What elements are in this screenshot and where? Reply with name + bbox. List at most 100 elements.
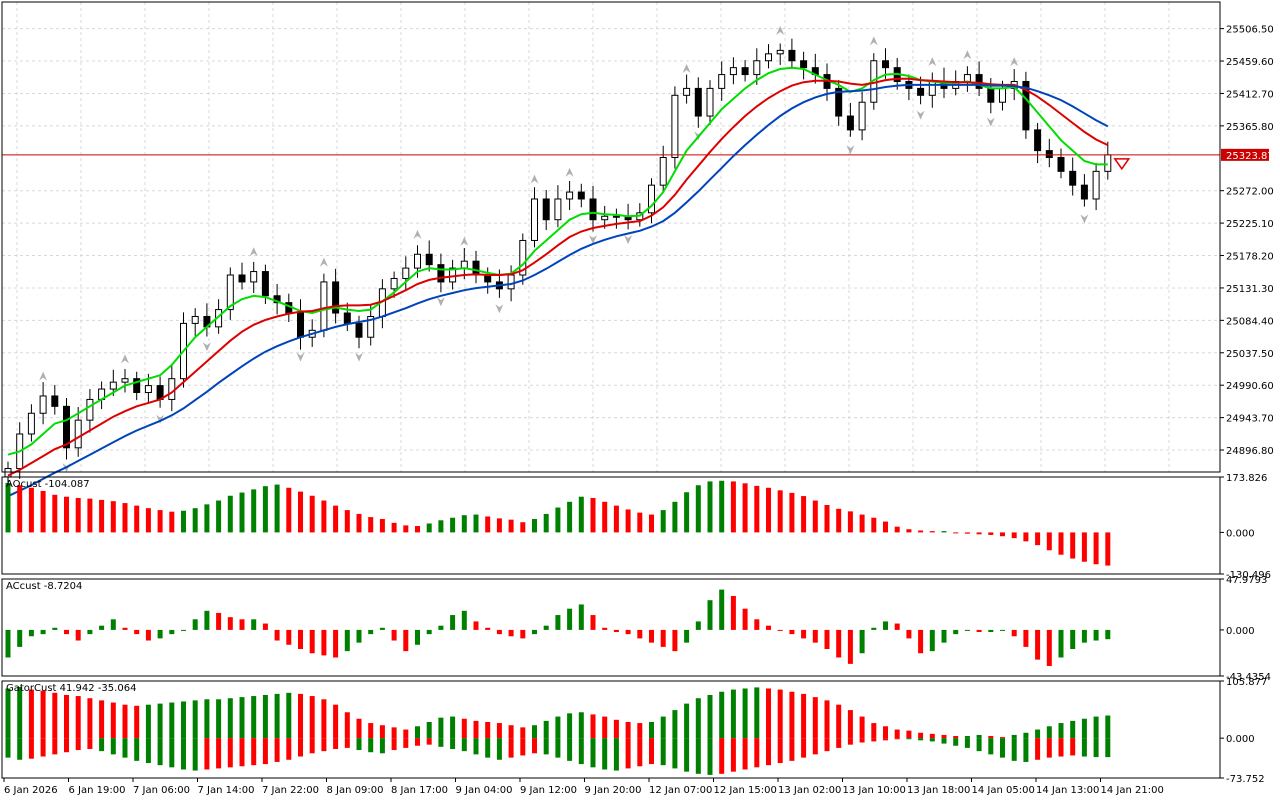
ac-bar [1094,630,1099,641]
gator-lower-bar [520,738,525,755]
bear-candle [1070,171,1076,185]
ac-bar [41,630,46,634]
bear-candle [847,116,853,130]
gator-upper-bar [64,695,69,738]
ac-bar [1047,630,1052,666]
ac-bar [579,604,584,629]
gator-lower-bar [930,738,935,741]
ac-bar [883,621,888,629]
bear-candle [239,275,245,282]
bull-candle [567,192,573,199]
gator-lower-bar [684,738,689,771]
ac-bar [380,628,385,630]
gator-upper-bar [1047,726,1052,738]
ao-bar [134,506,139,533]
ao-bar [345,510,350,532]
bull-candle [532,199,538,240]
gator-upper-bar [99,700,104,738]
ao-bar [883,522,888,533]
gator-upper-bar [357,719,362,738]
gator-upper-bar [497,723,502,738]
current-price-label: 25323.87 [1226,151,1274,162]
ao-bar [614,506,619,533]
gator-upper-bar [626,722,631,738]
gator-lower-bar [345,738,350,748]
ao-bar [789,493,794,533]
bear-candle [473,261,479,275]
ao-bar [6,483,11,532]
gator-upper-bar [380,725,385,738]
time-axis-label: 9 Jan 12:00 [520,785,577,796]
gator-upper-bar [134,706,139,738]
gator-lower-bar [567,738,572,761]
ac-bar [918,630,923,653]
gator-lower-bar [883,738,888,740]
bull-candle [672,95,678,157]
gator-upper-bar [298,694,303,738]
fractal-up-arrow [250,247,258,256]
fractal-down-arrow [355,353,363,362]
bear-candle [52,396,58,406]
ao-bar [485,516,490,532]
ac-bar [953,630,958,634]
ao-bar [1059,532,1064,554]
time-axis-label: 14 Jan 05:00 [972,785,1035,796]
ac-bar [427,630,432,634]
ao-bar [240,493,245,533]
gator-lower-bar [696,738,701,774]
bull-candle [555,199,561,220]
ao-bar [520,522,525,532]
ao-bar [532,519,537,532]
bull-candle [40,396,46,413]
gator-lower-bar [298,738,303,756]
gator-upper-bar [544,721,549,738]
ac-bar [813,630,818,643]
ao-bar [415,526,420,532]
gator-lower-bar [942,738,947,743]
gator-lower-bar [977,738,982,751]
gator-upper-bar [76,696,81,738]
ac-bar [684,630,689,643]
bear-candle [1035,130,1041,151]
ac-bar [415,630,420,645]
gator-upper-bar [953,736,958,738]
bull-candle [859,102,865,130]
ac-bar [251,619,256,630]
price-tick-label: 25412.70 [1226,89,1274,100]
gator-lower-bar [134,738,139,761]
ac-bar [602,628,607,630]
ac-bar [766,626,771,630]
gator-upper-bar [895,730,900,739]
ac-bar [286,630,291,645]
gator-upper-bar [883,726,888,738]
gator-tick-label: 0.000 [1226,734,1255,745]
time-axis-label: 12 Jan 15:00 [714,785,777,796]
gator-upper-bar [111,703,116,739]
bull-candle [391,278,397,288]
gator-lower-bar [637,738,642,766]
gator-lower-bar [672,738,677,768]
ac-bar [134,630,139,634]
bear-candle [1046,151,1052,158]
ao-bar [1000,532,1005,536]
time-axis-label: 13 Jan 02:00 [778,785,841,796]
gator-upper-bar [1082,719,1087,738]
ao-bar [977,532,982,534]
time-axis-label: 14 Jan 13:00 [1036,785,1099,796]
ac-bar [977,630,982,632]
ao-bar [1070,532,1075,558]
gator-lower-bar [181,738,186,769]
bear-candle [262,272,268,296]
ao-bar [1082,532,1087,561]
ao-bar [637,513,642,533]
fractal-up-arrow [460,237,468,246]
ao-bar [64,497,69,533]
ac-bar [1105,630,1110,639]
ao-bar [204,504,209,532]
ao-bar [509,520,514,533]
price-tick-label: 25178.20 [1226,252,1274,263]
gator-lower-bar [204,738,209,769]
ao-bar [169,512,174,533]
price-tick-label: 25037.50 [1226,349,1274,360]
